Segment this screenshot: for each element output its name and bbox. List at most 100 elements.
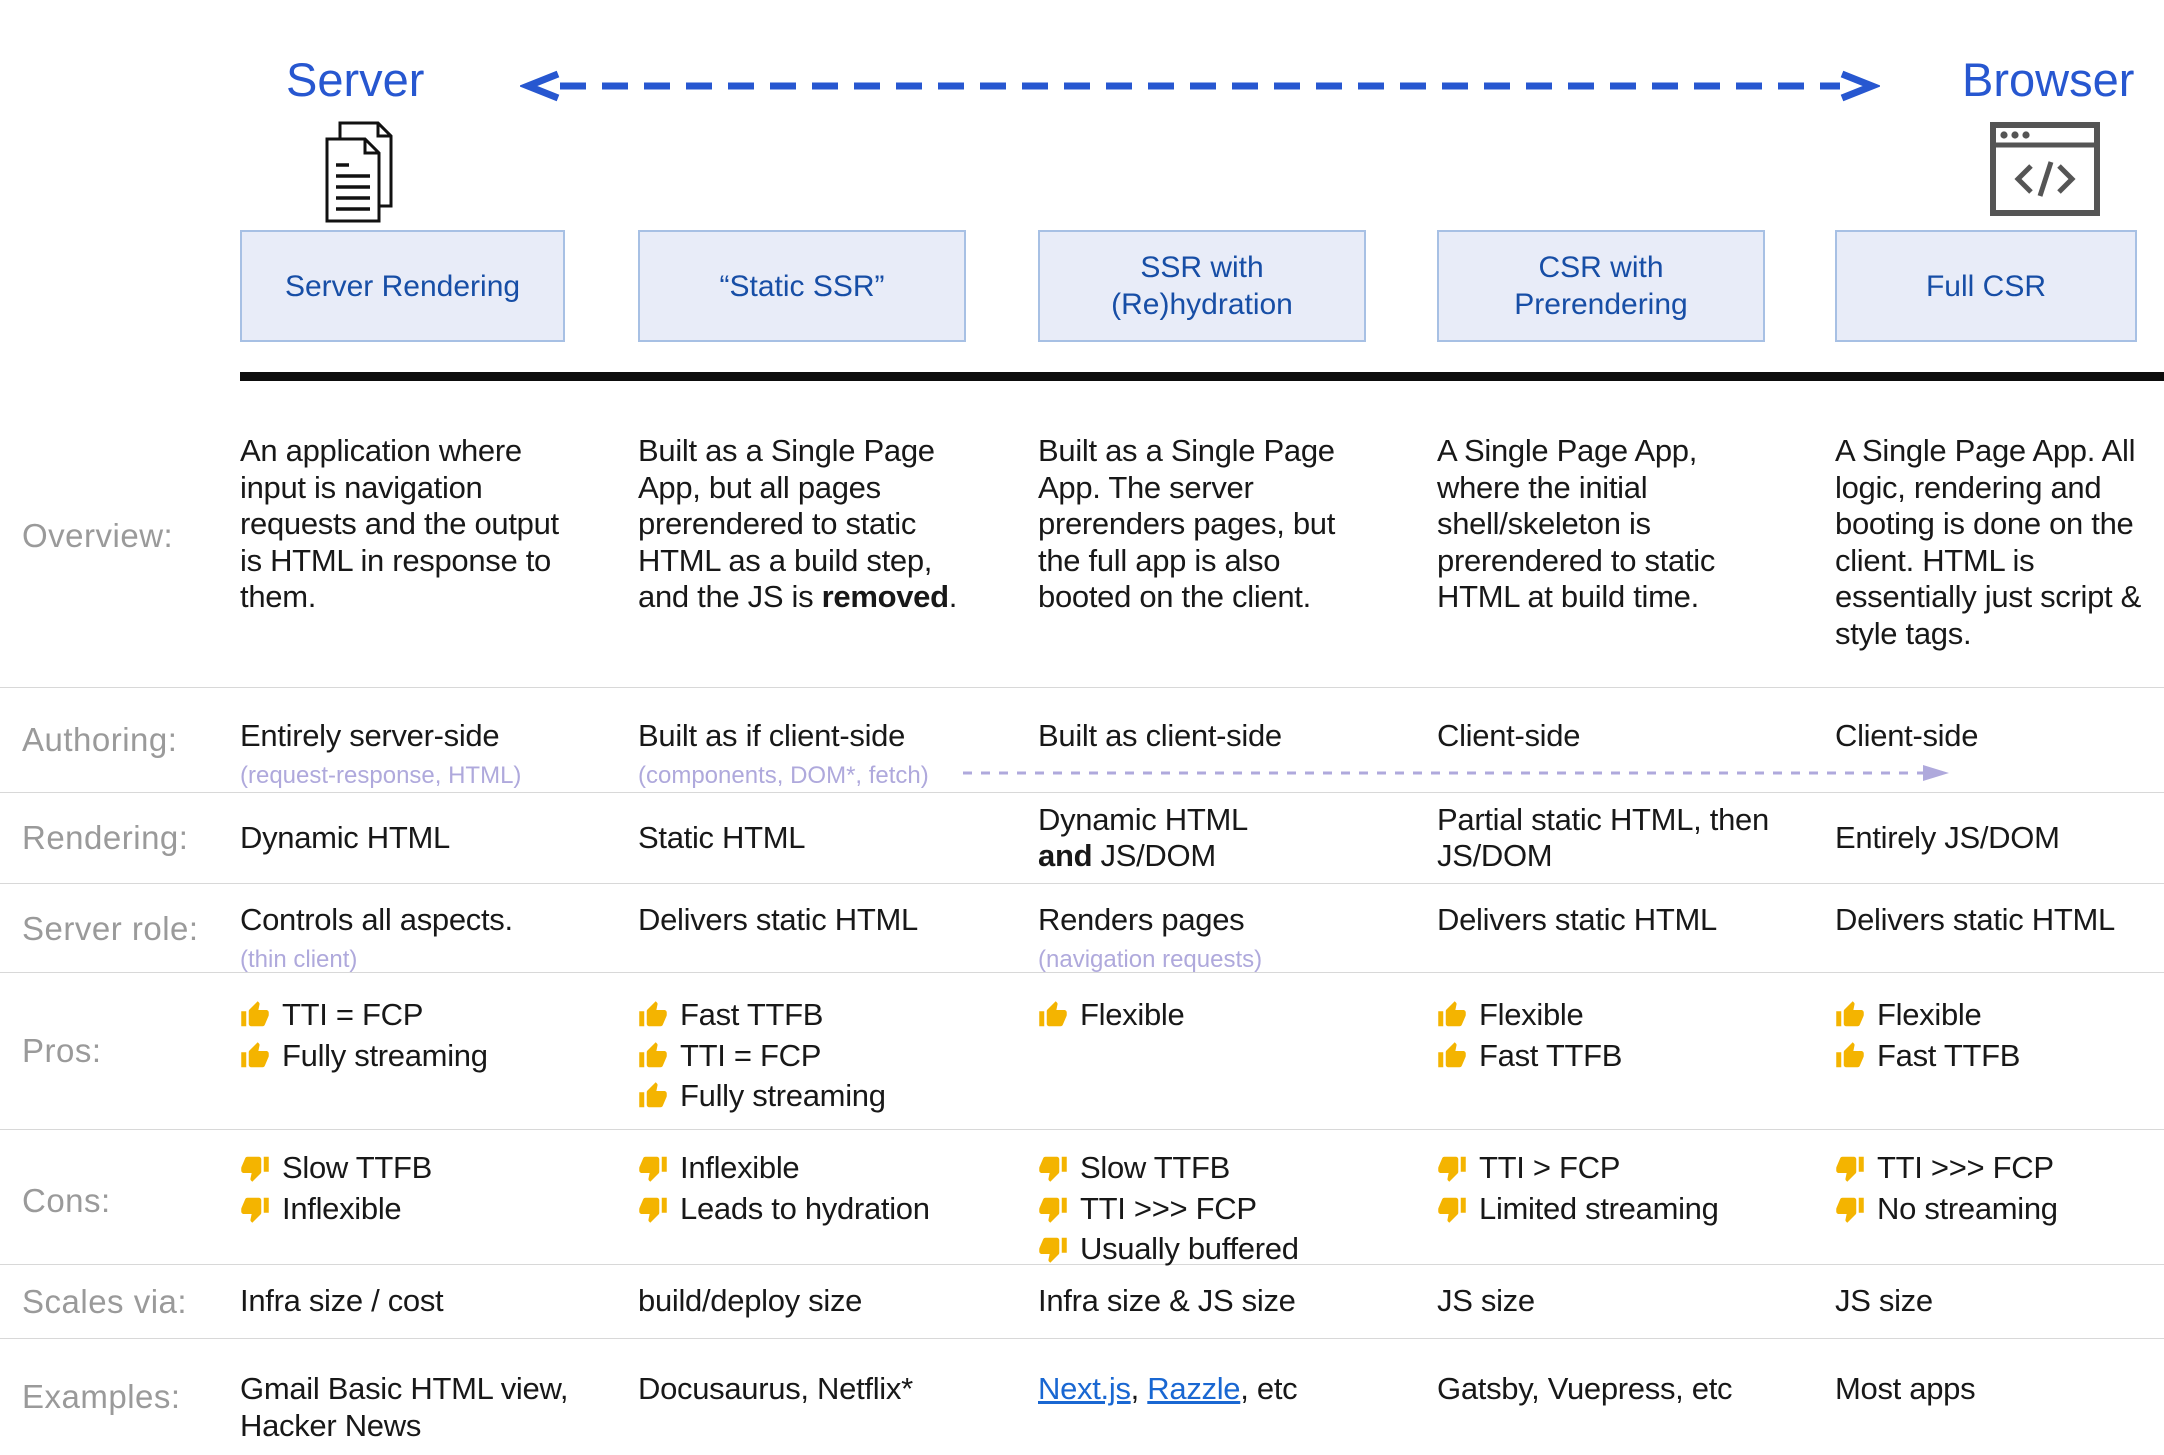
rendering-cell-server-rendering: Dynamic HTML — [240, 819, 450, 855]
scales-cell-static-ssr: build/deploy size — [638, 1283, 863, 1319]
pro-text: TTI = FCP — [680, 1037, 822, 1073]
server-role-cell-full-csr: Delivers static HTML — [1835, 902, 2115, 937]
row-label-examples: Examples: — [22, 1378, 181, 1415]
examples-separator: , — [1130, 1371, 1148, 1406]
pro-text: Flexible — [1877, 997, 1982, 1032]
server-role-cell-server-rendering: Controls all aspects. (thin client) — [240, 884, 638, 974]
thumbs-up-icon — [1438, 1001, 1466, 1027]
examples-cell-server-rendering: Gmail Basic HTML view, Hacker News — [240, 1371, 569, 1443]
con-item: Leads to hydration — [638, 1191, 982, 1228]
rendering-bold-and: and — [1038, 838, 1093, 873]
con-text: Slow TTFB — [282, 1150, 433, 1185]
con-text: No streaming — [1877, 1190, 2058, 1226]
row-label-authoring: Authoring: — [22, 721, 178, 758]
overview-cell-csr-prerendering: A Single Page App, where the initial she… — [1437, 433, 1716, 614]
authoring-cell-server-rendering: Entirely server-side (request-response, … — [240, 688, 638, 790]
pros-cell-ssr-rehydration: Flexible — [1038, 973, 1437, 1038]
con-text: Inflexible — [282, 1190, 402, 1226]
scales-cell-csr-prerendering: JS size — [1437, 1283, 1535, 1319]
thumbs-up-icon — [1836, 1042, 1864, 1067]
thumbs-down-icon — [241, 1197, 269, 1223]
cons-cell-csr-prerendering: TTI > FCP Limited streaming — [1437, 1130, 1835, 1231]
column-header-server-rendering: Server Rendering — [240, 230, 565, 342]
con-text: Leads to hydration — [680, 1190, 930, 1226]
thumbs-up-icon — [639, 1042, 667, 1067]
overview-static-ssr-period: . — [948, 579, 958, 614]
row-overview: Overview: An application where input is … — [0, 385, 2164, 688]
overview-static-ssr-text: Built as a Single Page App, but all page… — [638, 433, 935, 614]
thumbs-down-icon — [1836, 1197, 1864, 1223]
client-side-shift-arrow — [963, 765, 1949, 781]
thumbs-up-icon — [1438, 1042, 1466, 1067]
pro-item: Flexible — [1437, 997, 1779, 1034]
con-item: Limited streaming — [1437, 1191, 1779, 1228]
server-browser-spectrum-arrow — [520, 70, 1880, 102]
scales-cell-full-csr: JS size — [1835, 1283, 1933, 1319]
row-label-rendering: Rendering: — [22, 819, 189, 856]
row-cons: Cons: Slow TTFB Inflexible Inflexible Le… — [0, 1130, 2164, 1266]
row-server-role: Server role: Controls all aspects. (thin… — [0, 884, 2164, 973]
pro-item: Fully streaming — [638, 1078, 982, 1115]
examples-etc: , etc — [1240, 1371, 1298, 1406]
pros-cell-static-ssr: Fast TTFB TTI = FCP Fully streaming — [638, 973, 1038, 1119]
pro-item: Fast TTFB — [638, 997, 982, 1034]
authoring-value: Entirely server-side — [240, 718, 500, 753]
overview-cell-ssr-rehydration: Built as a Single Page App. The server p… — [1038, 433, 1336, 614]
con-item: Inflexible — [240, 1191, 582, 1228]
row-scales-via: Scales via: Infra size / cost build/depl… — [0, 1265, 2164, 1339]
thumbs-up-icon — [241, 1001, 269, 1027]
con-item: TTI >>> FCP — [1038, 1191, 1381, 1228]
cons-cell-server-rendering: Slow TTFB Inflexible — [240, 1130, 638, 1231]
thumbs-down-icon — [1438, 1157, 1466, 1182]
pro-item: TTI = FCP — [240, 997, 582, 1034]
server-role-value: Renders pages — [1038, 902, 1245, 937]
con-item: Slow TTFB — [1038, 1150, 1381, 1187]
row-label-server-role: Server role: — [22, 909, 199, 947]
overview-cell-full-csr: A Single Page App. All logic, rendering … — [1835, 433, 2142, 651]
authoring-cell-static-ssr: Built as if client-side (components, DOM… — [638, 688, 1038, 790]
con-item: Slow TTFB — [240, 1150, 582, 1187]
pro-text: Fully streaming — [680, 1078, 886, 1113]
con-text: TTI >>> FCP — [1080, 1190, 1257, 1226]
thumbs-up-icon — [1836, 1001, 1864, 1027]
server-role-cell-csr-prerendering: Delivers static HTML — [1437, 902, 1717, 937]
con-item: TTI >>> FCP — [1835, 1150, 2156, 1187]
pro-item: Fast TTFB — [1835, 1038, 2156, 1075]
header-divider-bar — [240, 372, 2164, 381]
pro-text: Flexible — [1080, 997, 1185, 1032]
overview-cell-static-ssr: Built as a Single Page App, but all page… — [638, 385, 1038, 616]
rendering-cell-csr-prerendering: Partial static HTML, then JS/DOM — [1437, 801, 1769, 874]
razzle-link[interactable]: Razzle — [1147, 1371, 1241, 1406]
browser-endpoint-label: Browser — [1962, 53, 2135, 106]
pros-cell-server-rendering: TTI = FCP Fully streaming — [240, 973, 638, 1078]
cons-cell-full-csr: TTI >>> FCP No streaming — [1835, 1130, 2164, 1231]
thumbs-down-icon — [1039, 1157, 1067, 1182]
row-label-cons: Cons: — [22, 1181, 111, 1219]
rendering-cell-static-ssr: Static HTML — [638, 819, 806, 855]
con-item: No streaming — [1835, 1191, 2156, 1228]
examples-cell-full-csr: Most apps — [1835, 1371, 1976, 1406]
thumbs-up-icon — [1039, 1001, 1067, 1027]
rendering-cell-ssr-rehydration: Dynamic HTML and JS/DOM — [1038, 802, 1437, 875]
pro-text: Flexible — [1479, 997, 1584, 1032]
comparison-table: Overview: An application where input is … — [0, 385, 2164, 1455]
row-label-pros: Pros: — [22, 1032, 102, 1069]
examples-cell-csr-prerendering: Gatsby, Vuepress, etc — [1437, 1371, 1733, 1406]
authoring-cell-ssr-rehydration: Built as client-side — [1038, 718, 1282, 753]
row-label-scales-via: Scales via: — [22, 1282, 188, 1320]
nextjs-link[interactable]: Next.js — [1038, 1371, 1131, 1406]
con-text: Slow TTFB — [1080, 1150, 1231, 1185]
pro-item: Flexible — [1038, 997, 1381, 1034]
thumbs-down-icon — [1039, 1238, 1067, 1263]
overview-cell-server-rendering: An application where input is navigation… — [240, 433, 559, 614]
row-pros: Pros: TTI = FCP Fully streaming Fast TTF… — [0, 973, 2164, 1130]
column-header-full-csr: Full CSR — [1835, 230, 2137, 342]
row-examples: Examples: Gmail Basic HTML view, Hacker … — [0, 1339, 2164, 1455]
authoring-value: Built as if client-side — [638, 718, 906, 753]
column-header-csr-prerendering: CSR with Prerendering — [1437, 230, 1765, 342]
thumbs-up-icon — [639, 1082, 667, 1108]
server-role-cell-ssr-rehydration: Renders pages (navigation requests) — [1038, 884, 1437, 974]
rendering-line1: Dynamic HTML — [1038, 801, 1248, 837]
thumbs-up-icon — [241, 1042, 269, 1067]
